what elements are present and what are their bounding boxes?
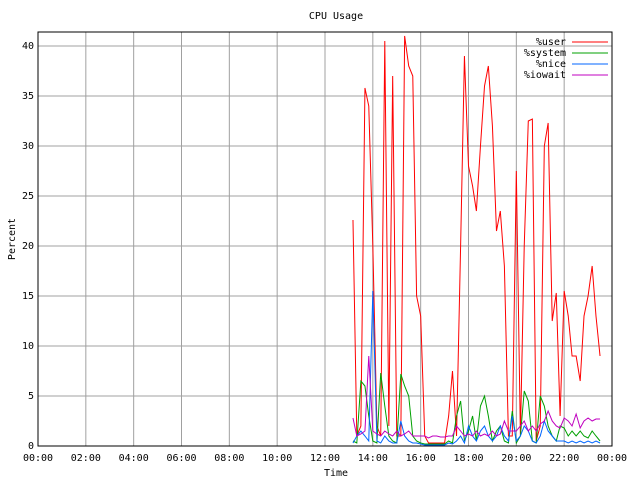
x-tick-label: 00:00: [23, 453, 53, 464]
x-tick-label: 20:00: [501, 453, 531, 464]
x-tick-label: 04:00: [119, 453, 149, 464]
legend-label: %user: [536, 37, 566, 48]
legend-label: %nice: [536, 59, 566, 70]
data-line: [352, 35, 601, 444]
y-tick-label: 40: [22, 41, 34, 52]
x-tick-label: 22:00: [549, 453, 579, 464]
y-tick-label: 35: [22, 91, 34, 102]
legend-label: %iowait: [524, 70, 566, 81]
x-tick-label: 16:00: [406, 453, 436, 464]
x-tick-label: 06:00: [166, 453, 196, 464]
x-tick-label: 14:00: [358, 453, 388, 464]
x-tick-label: 10:00: [262, 453, 292, 464]
plot-frame: [37, 31, 613, 447]
data-line: [352, 290, 601, 446]
legend-label: %system: [524, 48, 566, 59]
x-tick-label: 12:00: [310, 453, 340, 464]
x-tick-label: 00:00: [597, 453, 627, 464]
y-tick-label: 25: [22, 191, 34, 202]
y-tick-label: 20: [22, 241, 34, 252]
data-line: [352, 355, 601, 439]
x-tick-label: 08:00: [214, 453, 244, 464]
chart-title: CPU Usage: [309, 11, 363, 22]
x-tick-label: 02:00: [71, 453, 101, 464]
y-tick-label: 0: [28, 441, 34, 452]
y-tick-label: 5: [28, 391, 34, 402]
y-tick-label: 15: [22, 291, 34, 302]
y-tick-label: 30: [22, 141, 34, 152]
x-axis-label: Time: [324, 468, 348, 479]
y-axis-label: Percent: [7, 218, 18, 260]
x-tick-label: 18:00: [453, 453, 483, 464]
y-tick-label: 10: [22, 341, 34, 352]
